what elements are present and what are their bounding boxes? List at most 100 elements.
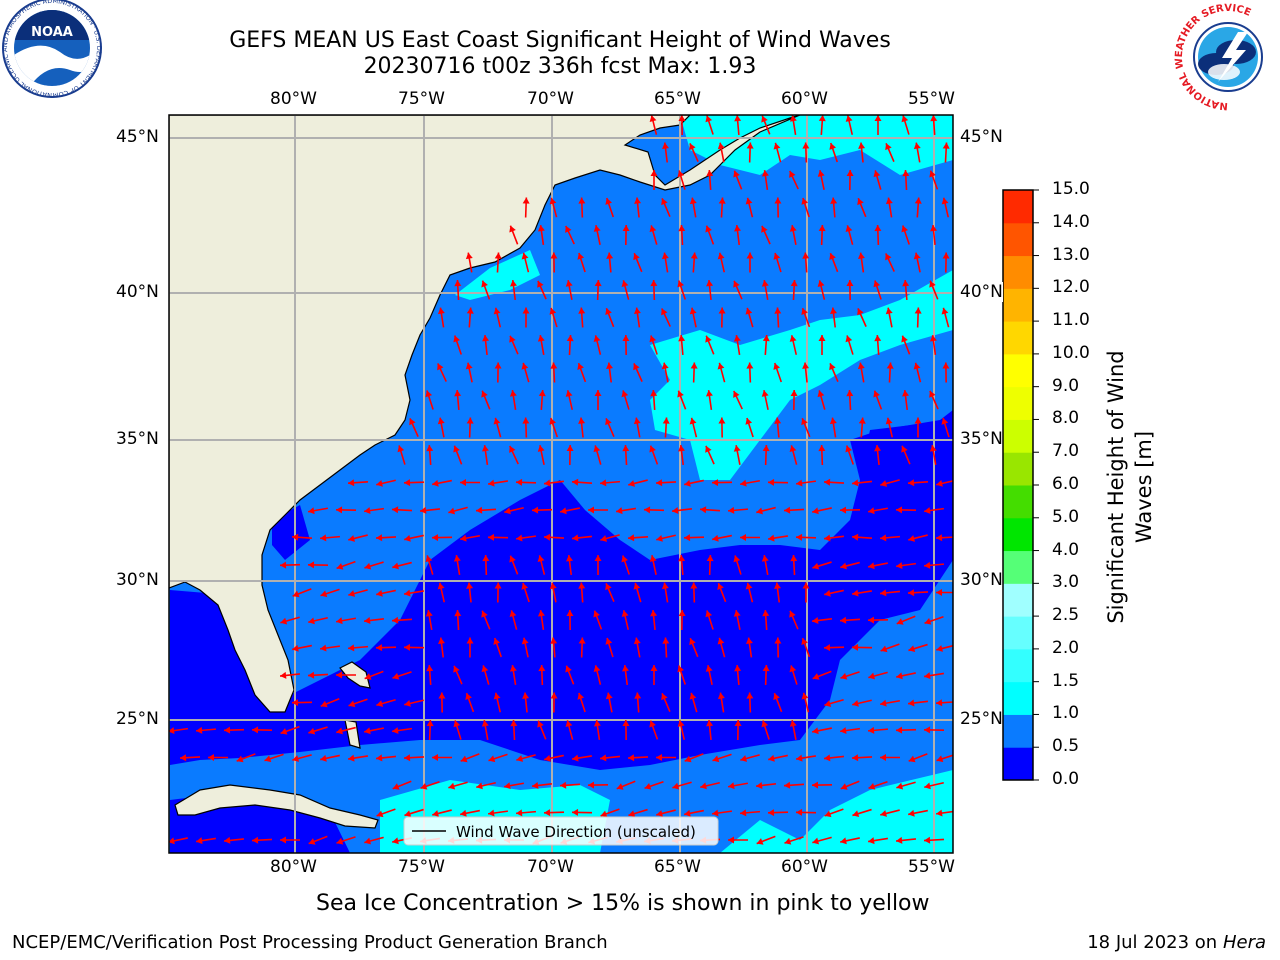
wave-direction-arrow	[649, 555, 657, 575]
wave-direction-arrow	[746, 252, 754, 273]
wave-direction-arrow	[460, 479, 480, 486]
wave-direction-arrow	[195, 837, 217, 845]
wave-direction-arrow	[795, 533, 817, 541]
wave-direction-arrow	[907, 589, 929, 597]
wave-direction-arrow	[460, 534, 480, 542]
wave-direction-arrow	[880, 754, 900, 761]
wave-direction-arrow	[705, 445, 715, 465]
wave-direction-arrow	[718, 197, 726, 218]
wave-direction-arrow	[740, 479, 760, 487]
wave-direction-arrow	[733, 555, 742, 575]
wave-direction-arrow	[364, 836, 384, 845]
wave-direction-arrow	[718, 307, 726, 328]
wave-direction-arrow	[745, 307, 754, 328]
wave-direction-arrow	[522, 417, 530, 438]
wave-direction-arrow	[599, 754, 621, 762]
wave-direction-arrow	[700, 781, 720, 790]
lat-label-right: 30°N	[960, 570, 1003, 590]
wave-direction-arrow	[773, 362, 783, 383]
wave-direction-arrow	[404, 534, 424, 542]
wave-direction-arrow	[874, 444, 882, 466]
wave-direction-arrow	[522, 692, 530, 713]
wave-direction-arrow	[319, 534, 341, 542]
wave-direction-arrow	[706, 554, 714, 576]
wave-direction-arrow	[621, 555, 631, 575]
wave-direction-arrow	[391, 616, 413, 624]
wave-direction-arrow	[711, 479, 733, 487]
wave-direction-arrow	[481, 390, 491, 410]
wave-direction-arrow	[706, 169, 714, 191]
wave-direction-arrow	[392, 561, 412, 570]
wave-direction-arrow	[420, 780, 440, 790]
wave-direction-arrow	[537, 445, 545, 465]
wave-direction-arrow	[867, 837, 889, 845]
wave-direction-arrow	[466, 637, 474, 658]
wave-direction-arrow	[656, 809, 676, 817]
wave-direction-arrow	[571, 534, 593, 542]
wave-direction-arrow	[565, 390, 574, 410]
wave-direction-arrow	[858, 417, 866, 438]
wave-direction-arrow	[740, 754, 760, 762]
colorbar-tick-label: 8.0	[1052, 408, 1080, 429]
wave-direction-arrow	[482, 334, 490, 356]
noaa-logo: NATIONAL OCEANIC AND ATMOSPHERIC ADMINIS…	[0, 0, 103, 99]
wave-direction-arrow	[774, 637, 782, 658]
wave-direction-arrow	[622, 719, 630, 741]
wave-direction-arrow	[404, 699, 424, 707]
wave-direction-arrow	[391, 506, 413, 514]
wave-direction-arrow	[801, 637, 811, 658]
wave-direction-arrow	[717, 692, 725, 713]
wave-direction-arrow	[594, 390, 602, 410]
wave-direction-arrow	[622, 334, 630, 356]
wave-direction-arrow	[824, 808, 844, 818]
wave-direction-arrow	[292, 754, 312, 762]
map-frame	[168, 114, 954, 854]
wave-direction-arrow	[577, 252, 586, 273]
wave-direction-arrow	[873, 390, 883, 410]
wave-direction-arrow	[363, 617, 385, 624]
wave-direction-arrow	[375, 534, 397, 542]
wave-direction-arrow	[672, 781, 692, 790]
wave-direction-arrow	[538, 389, 546, 411]
wave-direction-arrow	[515, 478, 537, 486]
wave-direction-arrow	[941, 197, 950, 218]
colorbar-tick-label: 2.5	[1052, 605, 1080, 626]
wave-direction-arrow	[829, 417, 837, 438]
wave-direction-arrow	[801, 307, 811, 328]
lon-label-bottom: 55°W	[908, 857, 955, 877]
wave-direction-arrow	[537, 609, 545, 631]
wave-direction-arrow	[923, 507, 945, 515]
wave-direction-arrow	[622, 664, 629, 686]
wave-direction-arrow	[336, 671, 356, 679]
wave-direction-arrow	[929, 280, 939, 300]
wave-direction-arrow	[348, 698, 368, 708]
wave-direction-arrow	[628, 808, 648, 818]
wind-wave-arrows	[169, 115, 953, 845]
lon-label-top: 70°W	[527, 89, 574, 109]
wave-direction-arrow	[453, 665, 463, 685]
wave-direction-arrow	[481, 610, 491, 630]
wave-direction-arrow	[627, 534, 649, 542]
wave-direction-arrow	[493, 692, 502, 713]
wave-direction-arrow	[851, 479, 873, 487]
wave-direction-arrow	[392, 780, 412, 790]
lat-label-right: 35°N	[960, 429, 1003, 449]
wave-direction-arrow	[481, 280, 491, 300]
wave-direction-arrow	[662, 637, 670, 658]
colorbar-segment	[1003, 583, 1033, 617]
wave-direction-arrow	[565, 720, 574, 740]
wave-direction-arrow	[840, 837, 860, 845]
wave-direction-arrow	[363, 507, 385, 515]
bahamas-islands	[339, 661, 371, 749]
wave-direction-arrow	[879, 534, 901, 542]
wave-direction-arrow	[432, 479, 452, 487]
wave-direction-arrow	[845, 335, 854, 355]
wave-direction-arrow	[727, 506, 749, 514]
colorbar-segment	[1003, 550, 1033, 584]
wave-direction-arrow	[851, 754, 873, 762]
colorbar-segment	[1003, 452, 1033, 486]
wave-direction-arrow	[901, 445, 911, 465]
wave-direction-arrow	[857, 252, 865, 273]
wave-direction-arrow	[593, 225, 601, 245]
wave-direction-arrow	[795, 754, 817, 762]
